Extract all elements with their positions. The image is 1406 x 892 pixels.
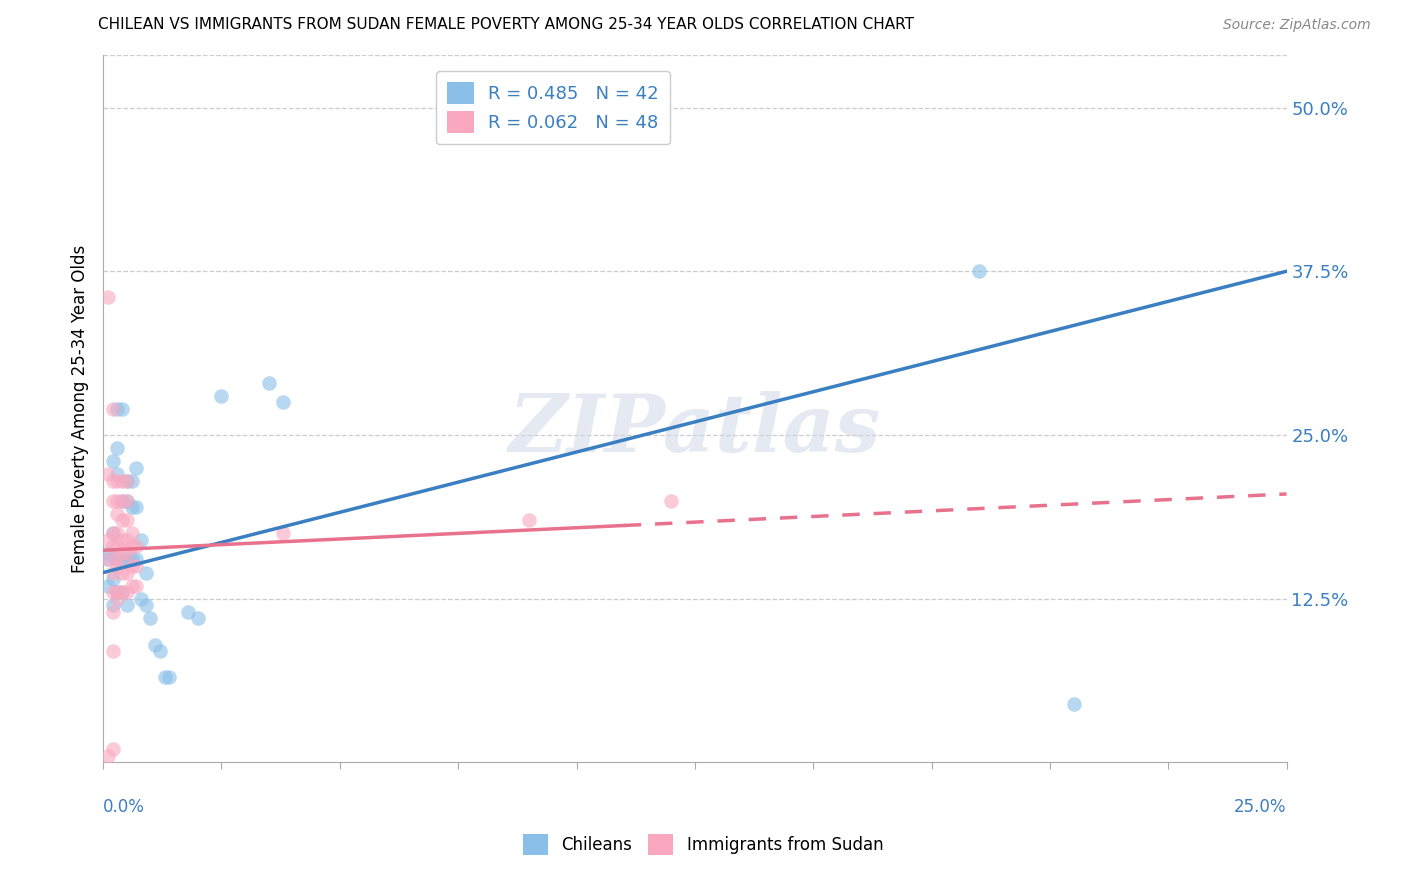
Point [97,552,120,566]
Point [271,526,294,541]
Point [115,493,138,508]
Point [97,552,120,566]
Point [129,533,152,547]
Point [129,591,152,606]
Point [101,644,124,658]
Point [121,500,143,514]
Point [115,493,138,508]
Point [111,546,134,560]
Point [115,599,138,613]
Point [659,493,682,508]
Text: CHILEAN VS IMMIGRANTS FROM SUDAN FEMALE POVERTY AMONG 25-34 YEAR OLDS CORRELATIO: CHILEAN VS IMMIGRANTS FROM SUDAN FEMALE … [98,17,914,31]
Point [125,559,148,574]
Point [97,533,120,547]
Point [135,599,157,613]
Text: Source: ZipAtlas.com: Source: ZipAtlas.com [1223,18,1371,31]
Point [139,611,162,625]
Point [105,474,128,488]
Point [121,559,143,574]
Point [105,585,128,599]
Point [111,493,134,508]
Point [125,552,148,566]
Point [967,264,990,278]
Point [143,638,166,652]
Point [101,605,124,619]
Point [121,579,143,593]
Point [97,290,120,304]
Point [111,533,134,547]
Point [115,474,138,488]
Point [111,566,134,580]
Point [101,401,124,416]
Point [101,474,124,488]
Point [105,401,128,416]
Point [97,748,120,763]
Y-axis label: Female Poverty Among 25-34 Year Olds: Female Poverty Among 25-34 Year Olds [72,244,89,573]
Point [101,539,124,553]
Point [105,441,128,455]
Point [111,401,134,416]
Text: 0.0%: 0.0% [103,798,145,816]
Point [105,507,128,521]
Point [125,500,148,514]
Point [121,552,143,566]
Point [105,591,128,606]
Point [271,395,294,409]
Point [517,513,540,527]
Point [97,467,120,482]
Point [111,493,134,508]
Point [115,566,138,580]
Point [105,552,128,566]
Point [211,389,233,403]
Point [111,474,134,488]
Point [101,454,124,468]
Point [105,585,128,599]
Point [125,460,148,475]
Point [101,742,124,756]
Text: 25.0%: 25.0% [1234,798,1286,816]
Point [101,572,124,586]
Point [105,552,128,566]
Point [1063,697,1085,711]
Point [135,566,157,580]
Point [101,493,124,508]
Point [101,526,124,541]
Point [111,552,134,566]
Point [111,513,134,527]
Point [125,539,148,553]
Point [115,513,138,527]
Point [257,376,280,390]
Point [105,526,128,541]
Point [125,579,148,593]
Point [153,670,176,684]
Point [105,539,128,553]
Text: ZIPatlas: ZIPatlas [509,392,882,469]
Legend: R = 0.485   N = 42, R = 0.062   N = 48: R = 0.485 N = 42, R = 0.062 N = 48 [436,71,669,145]
Legend: Chileans, Immigrants from Sudan: Chileans, Immigrants from Sudan [516,828,890,862]
Point [101,585,124,599]
Point [105,559,128,574]
Point [149,644,172,658]
Point [97,546,120,560]
Point [115,533,138,547]
Point [187,611,209,625]
Point [115,546,138,560]
Point [177,605,200,619]
Point [157,670,180,684]
Point [121,474,143,488]
Point [115,474,138,488]
Point [115,585,138,599]
Point [97,579,120,593]
Point [121,526,143,541]
Point [121,539,143,553]
Point [111,585,134,599]
Point [101,526,124,541]
Point [105,493,128,508]
Point [111,585,134,599]
Point [101,599,124,613]
Point [101,566,124,580]
Point [105,467,128,482]
Point [115,552,138,566]
